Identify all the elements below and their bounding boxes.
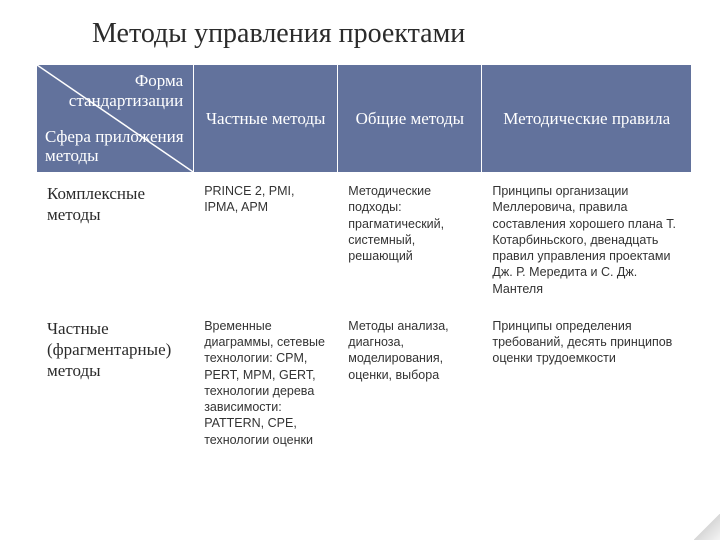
- cell-1-3: Принципы организации Меллеровича, правил…: [482, 173, 692, 308]
- slide: Методы управления проектами Форма станда…: [0, 0, 720, 481]
- cell-1-2: Методические подходы: прагматический, си…: [338, 173, 482, 308]
- col-header-1: Частные методы: [194, 65, 338, 173]
- page-curl-icon: [694, 514, 720, 540]
- page-title: Методы управления проектами: [36, 18, 692, 50]
- methods-table: Форма стандартизации Сфера приложения ме…: [36, 64, 692, 459]
- table-row: Частные (фрагментарные) методы Временные…: [37, 307, 692, 458]
- corner-header: Форма стандартизации Сфера приложения ме…: [37, 65, 194, 173]
- row-label-2: Частные (фрагментарные) методы: [37, 307, 194, 458]
- cell-2-1: Временные диаграммы, сетевые технологии:…: [194, 307, 338, 458]
- table-header-row: Форма стандартизации Сфера приложения ме…: [37, 65, 692, 173]
- corner-top-label: Форма стандартизации: [37, 71, 183, 110]
- cell-2-3: Принципы определения требований, десять …: [482, 307, 692, 458]
- col-header-2: Общие методы: [338, 65, 482, 173]
- cell-2-2: Методы анализа, диагноза, моделирования,…: [338, 307, 482, 458]
- corner-bottom-label: Сфера приложения методы: [45, 127, 193, 166]
- cell-1-1: PRINCE 2, PMI, IPMA, APM: [194, 173, 338, 308]
- table-row: Комплексные методы PRINCE 2, PMI, IPMA, …: [37, 173, 692, 308]
- row-label-1: Комплексные методы: [37, 173, 194, 308]
- col-header-3: Методические правила: [482, 65, 692, 173]
